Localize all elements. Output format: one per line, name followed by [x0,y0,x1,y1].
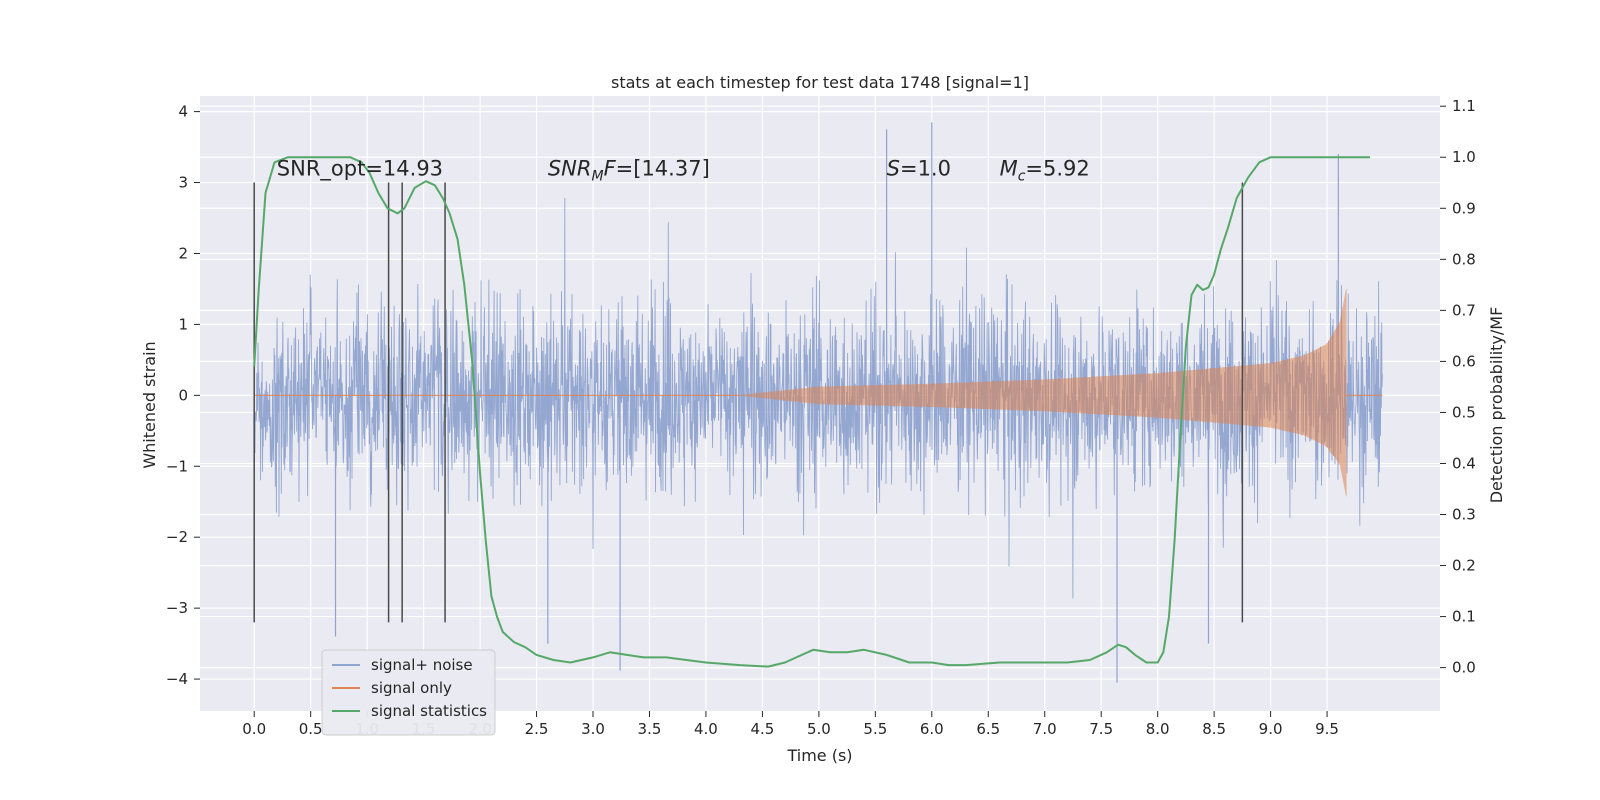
noise-trace [253,197,1383,599]
y2-axis-ticks: 0.0 0.1 0.2 0.3 0.4 0.5 0.6 0.7 0.8 0.9 1.0 1.1 [1440,97,1476,677]
y-tick-label-2: −2 [166,528,188,546]
legend-label-signal-noise: signal+ noise [371,656,473,674]
x-tick-label-9: 4.5 [750,720,774,738]
y2-tick-label-8: 0.8 [1452,250,1476,268]
chart-title: stats at each timestep for test data 174… [611,73,1029,92]
y-tick-label-7: 3 [178,174,188,192]
y2-tick-label-2: 0.2 [1452,557,1476,575]
y2-axis-label: Detection probability/MF [1487,307,1506,504]
x-tick-label-8: 4.0 [694,720,718,738]
x-tick-label-12: 6.0 [920,720,944,738]
y2-tick-label-4: 0.4 [1452,454,1476,472]
x-tick-label-19: 9.5 [1315,720,1339,738]
y2-tick-label-6: 0.6 [1452,352,1476,370]
x-tick-label-7: 3.5 [638,720,662,738]
statistics-line [253,156,1370,668]
legend: signal+ noise signal only signal statist… [321,649,496,736]
x-tick-label-17: 8.5 [1202,720,1226,738]
annotation-3: Mc=5.92 [1000,156,1090,184]
signal-only-series [254,288,1383,497]
vertical-markers [253,182,1244,623]
annotation-0: SNR_opt=14.93 [277,156,443,181]
y2-tick-label-5: 0.5 [1452,403,1476,421]
x-tick-label-16: 8.0 [1146,720,1170,738]
y2-tick-label-1: 0.1 [1452,608,1476,626]
y2-tick-label-0: 0.0 [1452,659,1476,677]
x-tick-label-11: 5.5 [863,720,887,738]
signal-only-chirp [739,288,1347,497]
y2-tick-label-9: 0.9 [1452,199,1476,217]
y-tick-label-5: 1 [178,315,188,333]
y2-tick-label-7: 0.7 [1452,301,1476,319]
y2-tick-label-10: 1.0 [1452,148,1476,166]
x-tick-label-0: 0.0 [242,720,266,738]
annotation-1: SNRMF=[14.37] [548,156,710,184]
x-tick-label-10: 5.0 [807,720,831,738]
y-axis-label: Whitened strain [140,341,159,468]
y-tick-label-3: −1 [166,457,188,475]
annotations: SNR_opt=14.93 SNRMF=[14.37] S=1.0 Mc=5.92 [277,156,1090,184]
annotation-2: S=1.0 [887,156,951,180]
x-tick-label-18: 9.0 [1259,720,1283,738]
x-tick-label-6: 3.0 [581,720,605,738]
signal-noise-series [253,122,1383,683]
y-axis-ticks: −4 −3 −2 −1 0 1 2 3 4 [166,103,200,688]
x-tick-label-13: 6.5 [976,720,1000,738]
x-tick-label-5: 2.5 [525,720,549,738]
legend-label-signal-only: signal only [371,679,452,697]
y-tick-label-4: 0 [178,386,188,404]
y-tick-label-0: −4 [166,670,188,688]
legend-label-signal-statistics: signal statistics [371,702,487,720]
x-tick-label-14: 7.0 [1033,720,1057,738]
y2-tick-label-11: 1.1 [1452,97,1476,115]
y-tick-label-8: 4 [178,103,188,121]
x-tick-label-1: 0.5 [299,720,323,738]
legend-box [321,649,496,736]
signal-statistics-series [253,156,1370,668]
y-tick-label-6: 2 [178,244,188,262]
x-tick-label-15: 7.5 [1089,720,1113,738]
y2-tick-label-3: 0.3 [1452,506,1476,524]
y-tick-label-1: −3 [166,599,188,617]
x-axis-label: Time (s) [786,746,852,765]
